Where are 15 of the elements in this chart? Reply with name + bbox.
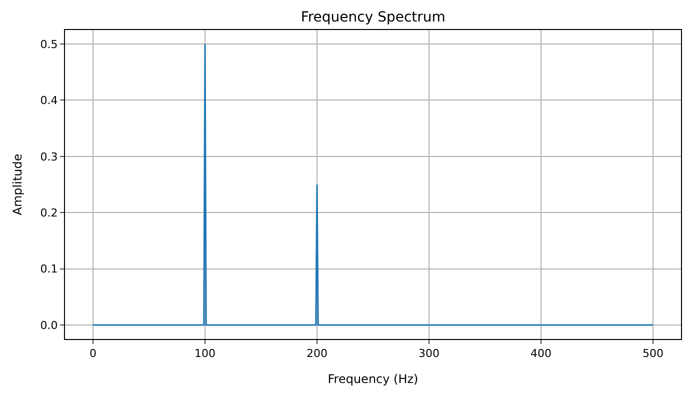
x-tick-label: 200 bbox=[306, 347, 328, 360]
y-tick-label: 0.2 bbox=[40, 206, 58, 220]
x-tick-label: 300 bbox=[418, 347, 440, 360]
y-tick-label: 0.3 bbox=[40, 150, 58, 164]
y-axis-title: Amplitude bbox=[10, 154, 25, 216]
y-tick-label: 0.5 bbox=[40, 38, 58, 51]
x-tick-label: 500 bbox=[642, 347, 664, 360]
x-tick-label: 400 bbox=[530, 347, 552, 360]
chart-title: Frequency Spectrum bbox=[300, 10, 446, 26]
y-tick-label: 0.4 bbox=[40, 94, 58, 108]
y-tick-label: 0.1 bbox=[40, 262, 58, 276]
x-tick-label: 0 bbox=[90, 347, 96, 360]
x-tick-label: 100 bbox=[194, 347, 216, 360]
y-tick-label: 0.0 bbox=[40, 318, 58, 332]
x-axis-title: Frequency (Hz) bbox=[328, 372, 418, 386]
